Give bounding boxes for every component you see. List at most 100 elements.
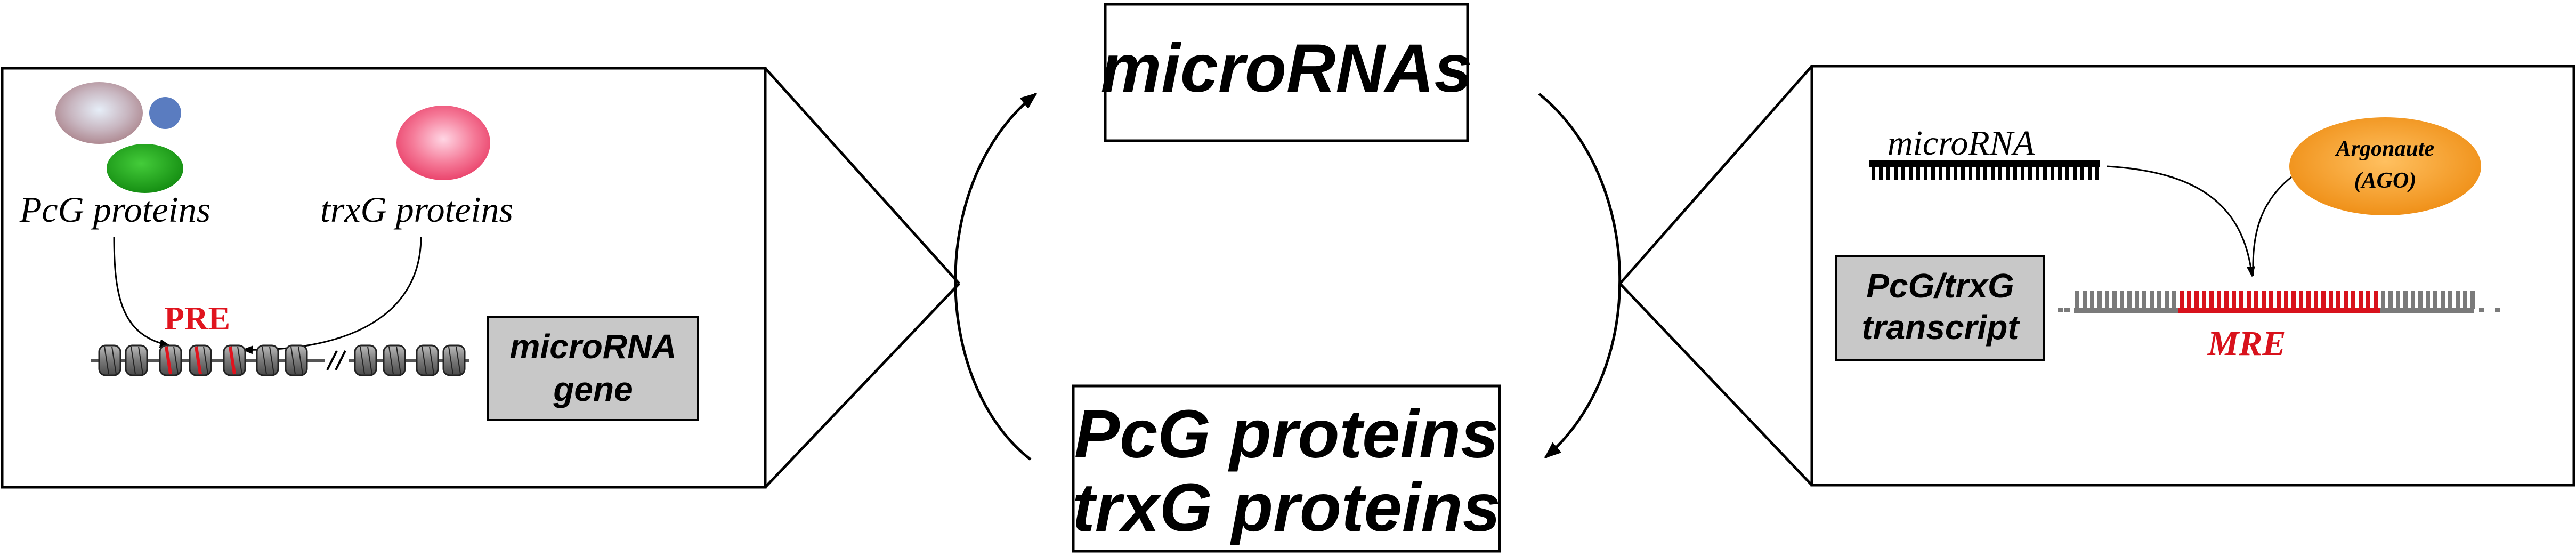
microrna-base bbox=[1894, 166, 1898, 180]
left-panel: PcG proteins trxG proteins PRE bbox=[1, 67, 960, 489]
microrna-base bbox=[2065, 166, 2069, 180]
microrna-gene-box bbox=[487, 316, 699, 421]
transcript-base bbox=[2448, 291, 2452, 309]
microrna-base bbox=[2073, 166, 2077, 180]
microrna-base bbox=[1924, 166, 1927, 180]
nucleosome bbox=[256, 344, 279, 376]
transcript-base bbox=[2172, 291, 2176, 309]
mre-base bbox=[2359, 291, 2363, 309]
transcript-backbone-right bbox=[2380, 308, 2474, 313]
chromatin-fiber bbox=[91, 344, 469, 376]
chromatin-break-mark bbox=[326, 350, 346, 370]
transcript-label-line1: PcG/trxG bbox=[1866, 267, 2014, 305]
microrna-base bbox=[1879, 166, 1883, 180]
transcript-base bbox=[2097, 291, 2102, 309]
mre-base bbox=[2351, 291, 2355, 309]
transcript-base bbox=[2433, 291, 2437, 309]
microrna-base bbox=[1909, 166, 1913, 180]
transcript-base bbox=[2157, 291, 2161, 309]
transcript-base bbox=[2418, 291, 2423, 309]
transcript-base bbox=[2090, 291, 2094, 309]
microrna-base bbox=[2036, 166, 2039, 180]
mre-base bbox=[2374, 291, 2378, 309]
nucleosome bbox=[125, 344, 148, 376]
transcript-base bbox=[2165, 291, 2169, 309]
pcg-protein-green bbox=[107, 144, 183, 193]
transcript-backbone-left bbox=[2074, 308, 2189, 313]
trxg-proteins-title: trxG proteins bbox=[1072, 470, 1501, 546]
transcript-end-dot bbox=[2479, 308, 2484, 312]
nucleosome bbox=[354, 344, 377, 376]
mre-base bbox=[2254, 291, 2258, 309]
mre-base bbox=[2314, 291, 2318, 309]
microrna-base bbox=[1983, 166, 1987, 180]
microrna-base bbox=[1954, 166, 1957, 180]
right-zoom-line-top bbox=[1619, 65, 1813, 285]
microrna-base bbox=[2028, 166, 2032, 180]
transcript-base bbox=[2150, 291, 2154, 309]
microrna-base bbox=[1976, 166, 1980, 180]
argonaute-protein bbox=[2289, 117, 2481, 215]
mre-base bbox=[2299, 291, 2303, 309]
right-panel: microRNA Argonaute (AGO) PcG/trxG transc… bbox=[1619, 65, 2575, 487]
mre-base bbox=[2180, 291, 2184, 309]
mre-base bbox=[2366, 291, 2370, 309]
transcript-base bbox=[2411, 291, 2415, 309]
proteins-box bbox=[1072, 384, 1501, 553]
mre-base bbox=[2232, 291, 2236, 309]
transcript-base bbox=[2083, 291, 2087, 309]
transcript-base bbox=[2075, 291, 2079, 309]
transcript-base bbox=[2396, 291, 2400, 309]
left-zoom-line-bottom bbox=[764, 283, 960, 488]
microrna-base bbox=[1931, 166, 1935, 180]
transcript-base bbox=[2388, 291, 2393, 309]
microrna-base bbox=[1998, 166, 2002, 180]
mre-base bbox=[2224, 291, 2229, 309]
microrna-base bbox=[1991, 166, 1995, 180]
microrna-base bbox=[1946, 166, 1950, 180]
transcript-base bbox=[2127, 291, 2132, 309]
microrna-base bbox=[2080, 166, 2084, 180]
transcript-end-dot bbox=[2058, 308, 2063, 312]
right-zoom-line-bottom bbox=[1619, 283, 1813, 486]
nucleosome bbox=[285, 344, 308, 376]
pre-label: PRE bbox=[164, 301, 230, 337]
microrna-strand-label: microRNA bbox=[1888, 124, 2035, 163]
pcg-proteins-title: PcG proteins bbox=[1074, 396, 1499, 472]
transcript-base bbox=[2381, 291, 2385, 309]
nucleosome-pre bbox=[159, 344, 182, 376]
pcg-proteins-label: PcG proteins bbox=[19, 189, 210, 230]
nucleosome-pre bbox=[223, 344, 246, 376]
transcript-base bbox=[2142, 291, 2146, 309]
microrna-base bbox=[2021, 166, 2024, 180]
mre-base bbox=[2291, 291, 2296, 309]
microrna-base bbox=[1872, 166, 1875, 180]
microrna-base bbox=[2088, 166, 2092, 180]
mre-base bbox=[2262, 291, 2266, 309]
argonaute-label-line1: Argonaute bbox=[2335, 136, 2434, 161]
transcript-end-dot bbox=[2064, 308, 2070, 312]
mre-base bbox=[2202, 291, 2206, 309]
microrna-to-proteins-arrow bbox=[1538, 93, 1622, 459]
transcript-base bbox=[2463, 291, 2467, 309]
transcript-base bbox=[2403, 291, 2408, 309]
transcript-base bbox=[2441, 291, 2445, 309]
microrna-base bbox=[2095, 166, 2099, 180]
mre-base bbox=[2321, 291, 2326, 309]
center-cycle: microRNAs PcG proteins trxG proteins bbox=[954, 3, 1622, 553]
microrna-base bbox=[1969, 166, 1972, 180]
nucleosome-pre bbox=[189, 344, 212, 376]
transcript-base bbox=[2426, 291, 2430, 309]
mre-base bbox=[2277, 291, 2281, 309]
mre-base bbox=[2239, 291, 2243, 309]
mre-base bbox=[2284, 291, 2288, 309]
mre-base bbox=[2217, 291, 2221, 309]
argonaute-label-line2: (AGO) bbox=[2354, 168, 2417, 193]
nucleosome bbox=[416, 344, 439, 376]
microrna-base bbox=[1939, 166, 1942, 180]
mre-base bbox=[2194, 291, 2199, 309]
mre-base bbox=[2209, 291, 2214, 309]
microrna-base bbox=[2058, 166, 2062, 180]
trxg-proteins-label: trxG proteins bbox=[320, 189, 513, 230]
